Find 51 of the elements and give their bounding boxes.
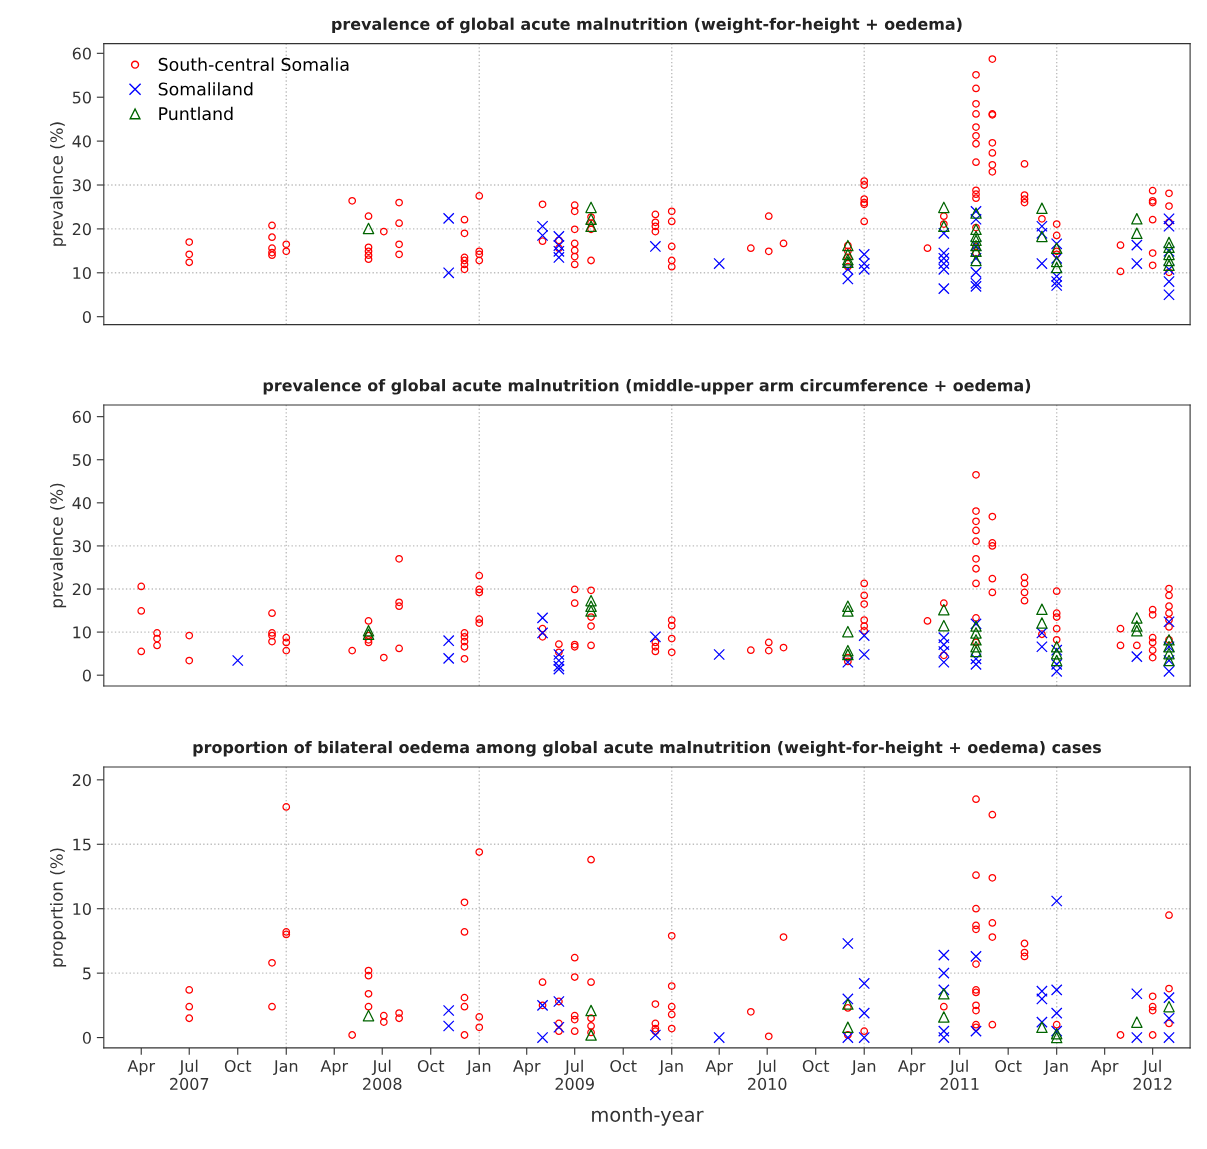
x-tick-label: Oct: [417, 1059, 445, 1073]
x-tick-label: Apr: [705, 1060, 734, 1076]
x-tick-label: Jan: [658, 1060, 683, 1076]
y-axis-title: prevalence (%): [49, 483, 67, 608]
x-tick-label: Jan: [1043, 1060, 1068, 1076]
x-tick-label: Apr: [513, 1060, 541, 1076]
chart-title: prevalence of global acute malnutrition (middle-upper arm circumference + oedema): [263, 379, 1031, 395]
x-tick-label: Jul 2012: [1133, 1059, 1172, 1090]
x-tick-label: Apr: [1090, 1060, 1119, 1076]
y-tick-label: 40: [72, 497, 91, 510]
x-tick-label: Oct: [995, 1059, 1022, 1073]
y-tick-label: 15: [73, 838, 91, 851]
y-tick-label: 40: [72, 135, 91, 148]
x-tick-label: Apr: [320, 1060, 349, 1076]
y-tick-label: 10: [73, 267, 91, 280]
y-tick-label: 10: [73, 902, 91, 916]
x-tick-label: Jul 2008: [363, 1059, 402, 1090]
y-tick-label: 0: [82, 669, 91, 682]
x-tick-label: Jan: [466, 1060, 491, 1076]
y-tick-label: 10: [73, 626, 91, 639]
x-tick-label: Jul 2010: [748, 1059, 787, 1090]
x-tick-label: Apr: [897, 1060, 926, 1076]
x-tick-label: Jan: [851, 1060, 876, 1076]
y-tick-label: 20: [72, 583, 91, 596]
y-tick-label: 60: [72, 410, 91, 423]
x-tick-label: Oct: [610, 1059, 637, 1073]
legend-label: Somaliland: [158, 82, 253, 96]
y-tick-label: 5: [83, 967, 91, 980]
legend-label: Puntland: [159, 106, 233, 121]
x-tick-label: Apr: [127, 1060, 156, 1076]
y-tick-label: 50: [72, 453, 91, 467]
y-tick-label: 60: [72, 47, 91, 60]
legend-label: South-central Somalia: [158, 57, 349, 71]
y-tick-label: 50: [72, 91, 91, 104]
x-tick-label: Jul 2011: [940, 1059, 979, 1090]
chart-title: prevalence of global acute malnutrition (weight-for-height + oedema): [332, 17, 962, 34]
x-tick-label: Jul 2009: [555, 1059, 594, 1090]
y-axis-title: proportion (%): [49, 848, 67, 967]
y-tick-label: 20: [72, 223, 91, 236]
y-tick-label: 0: [82, 310, 91, 323]
x-tick-label: Jul 2007: [170, 1059, 209, 1090]
chart-title: proportion of bilateral oedema among global acute malnutrition (weight-for-height + oedema) cases: [193, 740, 1101, 757]
y-tick-label: 0: [82, 1031, 91, 1044]
x-axis-title: month-year: [592, 1106, 704, 1126]
y-axis-title: prevalence (%): [49, 122, 67, 246]
x-tick-label: Oct: [802, 1059, 830, 1073]
y-tick-label: 30: [72, 540, 91, 553]
y-tick-label: 20: [72, 774, 91, 787]
x-tick-label: Oct: [224, 1059, 252, 1073]
y-tick-label: 30: [72, 179, 91, 192]
x-tick-label: Jan: [273, 1060, 298, 1076]
